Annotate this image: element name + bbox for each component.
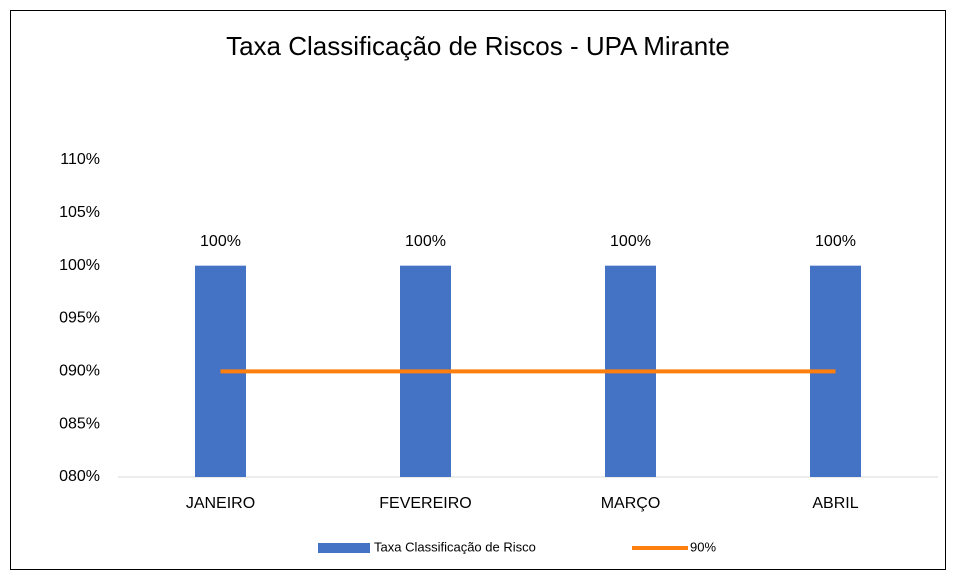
y-tick-label: 105% (59, 204, 100, 221)
x-tick-label: ABRIL (812, 495, 858, 512)
y-tick-label: 100% (59, 257, 100, 274)
chart-title: Taxa Classificação de Riscos - UPA Miran… (226, 31, 730, 61)
y-tick-label: 090% (59, 363, 100, 380)
data-label: 100% (815, 233, 856, 250)
data-label: 100% (405, 233, 446, 250)
data-label: 100% (610, 233, 651, 250)
y-tick-label: 085% (59, 415, 100, 432)
legend-swatch (318, 543, 370, 553)
x-tick-label: JANEIRO (186, 495, 255, 512)
x-tick-label: FEVEREIRO (379, 495, 471, 512)
y-tick-label: 095% (59, 310, 100, 327)
y-tick-label: 110% (60, 151, 100, 168)
data-label: 100% (200, 233, 241, 250)
chart-frame (10, 10, 946, 570)
x-tick-label: MARÇO (601, 495, 661, 512)
legend-label: Taxa Classificação de Risco (374, 539, 536, 554)
legend-label: 90% (690, 539, 716, 554)
y-tick-label: 080% (59, 468, 100, 485)
